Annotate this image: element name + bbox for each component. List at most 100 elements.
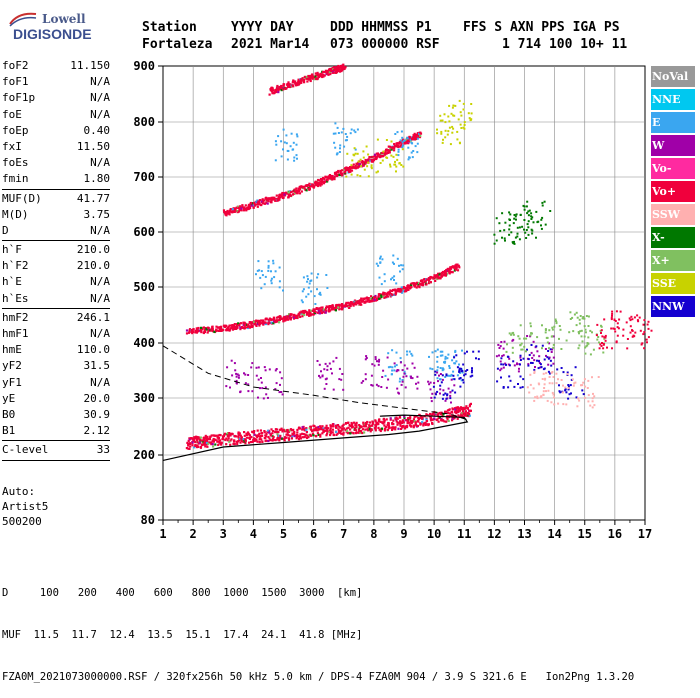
trace-point — [249, 321, 252, 324]
trace-point — [293, 316, 296, 319]
trace-point — [303, 436, 306, 439]
trace-point — [267, 440, 270, 443]
trace-point — [229, 208, 232, 211]
echo-point — [502, 386, 505, 388]
param-row-hme: hmE 110.0 — [2, 342, 110, 358]
trace-point — [451, 265, 454, 268]
trace-point — [249, 436, 252, 439]
echo-point — [428, 355, 430, 358]
echo-point — [530, 212, 533, 215]
echo-point — [362, 380, 365, 383]
trace-point — [274, 199, 277, 202]
trace-point — [203, 439, 206, 442]
trace-point — [374, 423, 377, 426]
logo-line1: Lowell — [42, 12, 86, 26]
echo-point — [471, 369, 473, 372]
echo-point — [338, 378, 341, 381]
trace-point — [301, 426, 304, 429]
trace-point — [290, 435, 293, 438]
trace-point — [456, 263, 459, 266]
trace-point — [389, 147, 392, 150]
trace-point — [387, 149, 390, 152]
echo-point — [519, 356, 522, 359]
trace-point — [218, 329, 221, 332]
echo-point — [364, 373, 367, 376]
echo-point — [499, 369, 502, 372]
echo-point — [527, 220, 530, 223]
trace-point — [403, 416, 406, 419]
trace-point — [340, 303, 344, 306]
echo-point — [508, 357, 511, 360]
trace-point — [400, 291, 404, 294]
echo-point — [566, 373, 569, 376]
trace-point — [324, 426, 327, 429]
echo-point — [434, 370, 437, 373]
echo-point — [602, 347, 605, 350]
echo-point — [504, 239, 506, 242]
echo-point — [504, 362, 507, 365]
echo-point — [601, 342, 603, 344]
trace-point — [349, 428, 352, 431]
echo-point — [326, 287, 329, 289]
echo-point — [581, 389, 584, 392]
echo-point — [260, 287, 263, 290]
echo-point — [538, 362, 541, 364]
echo-point — [450, 373, 453, 376]
echo-point — [448, 365, 451, 367]
echo-point — [414, 145, 417, 148]
echo-point — [470, 118, 473, 121]
electron-density-profile-line — [162, 414, 469, 461]
echo-point — [340, 131, 343, 134]
echo-point — [631, 335, 634, 338]
trace-point — [243, 431, 246, 434]
trace-point — [275, 194, 278, 197]
trace-point — [367, 426, 370, 429]
trace-point — [384, 428, 387, 431]
echo-point — [350, 173, 353, 176]
echo-point — [400, 264, 403, 267]
trace-point — [282, 88, 285, 91]
trace-point — [458, 409, 461, 412]
trace-point — [280, 87, 283, 90]
trace-point — [363, 431, 366, 434]
trace-point — [385, 425, 388, 428]
trace-point — [361, 163, 364, 166]
echo-point — [647, 320, 650, 323]
trace-point — [402, 288, 405, 291]
echo-point — [551, 348, 554, 351]
trace-point — [329, 425, 332, 428]
echo-point — [477, 358, 480, 361]
trace-point — [261, 434, 264, 437]
echo-point — [570, 374, 573, 377]
echo-point — [274, 140, 277, 143]
trace-point — [337, 428, 340, 431]
trace-point — [271, 92, 274, 95]
trace-point — [334, 424, 337, 427]
trace-point — [191, 329, 194, 332]
echo-point — [235, 375, 238, 378]
trace-point — [227, 328, 230, 331]
trace-point — [233, 323, 236, 326]
trace-point — [355, 426, 358, 429]
echo-point — [564, 389, 567, 392]
trace-point — [239, 441, 242, 444]
echo-point — [616, 326, 619, 329]
echo-point — [416, 387, 419, 390]
echo-point — [548, 347, 550, 350]
trace-point — [341, 172, 344, 175]
echo-point — [564, 386, 567, 389]
trace-point — [271, 88, 274, 91]
echo-point — [280, 391, 283, 393]
echo-point — [547, 350, 550, 352]
echo-point — [370, 166, 373, 169]
trace-point — [263, 431, 266, 434]
echo-point — [356, 152, 359, 155]
y-tick-label: 600 — [133, 225, 155, 239]
trace-point — [311, 77, 314, 80]
trace-point — [331, 428, 334, 431]
trace-point — [299, 435, 302, 439]
trace-point — [188, 328, 192, 331]
echo-point — [354, 152, 357, 155]
trace-point — [309, 314, 312, 317]
echo-point — [540, 218, 543, 221]
